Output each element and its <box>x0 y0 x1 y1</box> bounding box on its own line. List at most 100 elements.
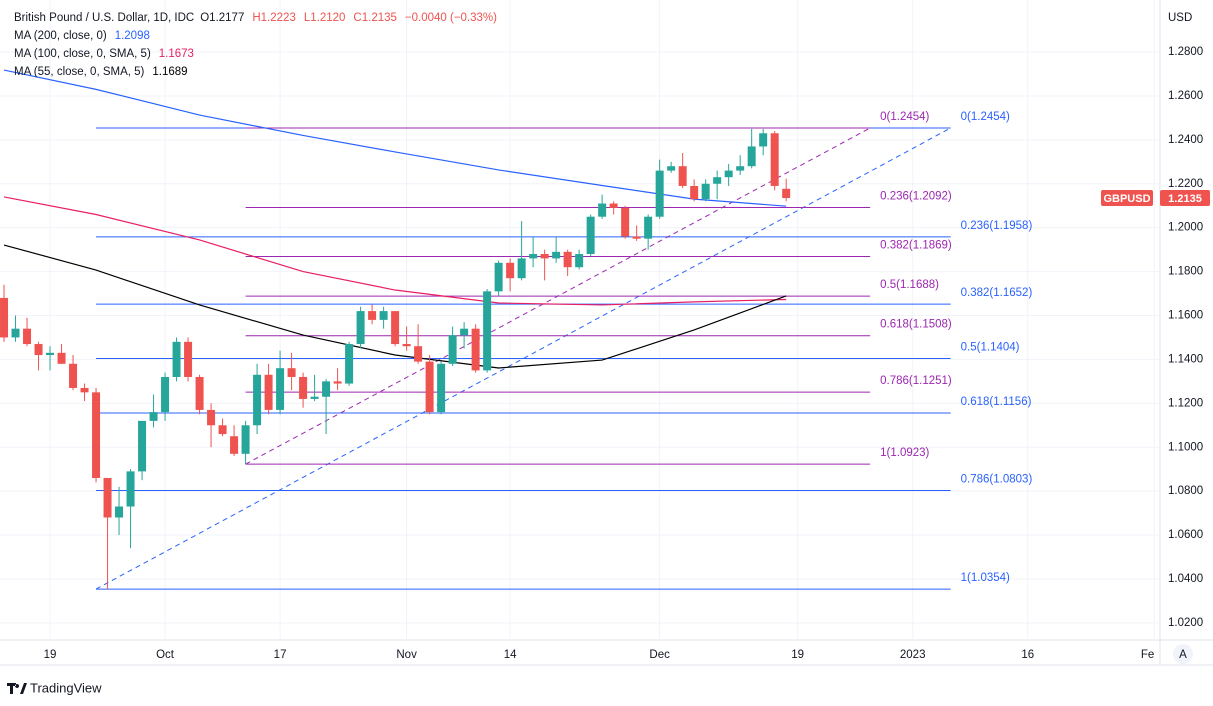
y-tick-label: 1.2200 <box>1168 178 1203 190</box>
header-value: O1.2177 <box>200 12 244 24</box>
candle-body <box>253 374 262 426</box>
candle-body <box>575 254 584 268</box>
header-value: H1.2223 <box>252 12 295 24</box>
candle-body <box>23 328 32 345</box>
candle-body <box>310 396 319 399</box>
fib-label: 0.382(1.1869) <box>880 239 952 251</box>
x-tick-label: 14 <box>504 649 517 661</box>
y-tick-label: 1.0600 <box>1168 529 1203 541</box>
candle-body <box>368 311 377 320</box>
candle-body <box>80 387 89 393</box>
brand-logo <box>7 683 27 694</box>
candle-body <box>425 361 434 413</box>
legend-name: MA (55, close, 0, SMA, 5) <box>14 66 145 78</box>
candle-body <box>517 258 526 279</box>
chart-title: British Pound / U.S. Dollar, 1D, IDC <box>14 12 194 24</box>
brand: TradingView <box>7 680 102 695</box>
fib-label: 0.236(1.1958) <box>961 220 1033 232</box>
last-price: 1.2135 <box>1168 193 1202 205</box>
header-value: L1.2120 <box>304 12 346 24</box>
legend-value: 1.2098 <box>115 30 150 42</box>
candle-body <box>230 436 239 454</box>
candle-body <box>632 236 641 239</box>
candle-body <box>195 376 204 410</box>
candle-body <box>678 166 687 186</box>
candle-body <box>172 341 181 377</box>
candle-body <box>667 166 676 171</box>
candle-body <box>322 381 331 397</box>
candle-body <box>506 262 515 279</box>
candle-body <box>770 133 779 186</box>
y-tick-label: 1.1000 <box>1168 441 1203 453</box>
fib-label: 0.382(1.1652) <box>961 287 1033 299</box>
candle-body <box>437 363 446 413</box>
x-tick-label: 2023 <box>900 649 926 661</box>
candle-body <box>57 352 66 364</box>
candle-body <box>736 166 745 171</box>
candle-body <box>598 203 607 217</box>
candle-body <box>483 291 492 371</box>
x-tick-label: 19 <box>44 649 57 661</box>
fib-label: 0.5(1.1688) <box>880 279 939 291</box>
candle-body <box>0 297 9 338</box>
fib-label: 0.618(1.1508) <box>880 319 952 331</box>
legend: British Pound / U.S. Dollar, 1D, IDC O1.… <box>14 12 497 78</box>
scale-button[interactable]: A <box>1173 644 1193 664</box>
y-tick-label: 1.1400 <box>1168 353 1203 365</box>
y-tick-label: 1.1800 <box>1168 266 1203 278</box>
y-tick-label: 1.0200 <box>1168 617 1203 629</box>
candle-body <box>759 133 768 147</box>
fib-label: 0(1.2454) <box>880 111 929 123</box>
candle-body <box>103 477 112 518</box>
y-tick-label: 1.1600 <box>1168 310 1203 322</box>
candle-body <box>299 376 308 399</box>
plot: 0(1.2454) 0.236(1.1958) 0.382(1.1652) 0.5(1… <box>0 69 1033 590</box>
legend-value: 1.1689 <box>152 66 187 78</box>
candle-body <box>402 344 411 347</box>
candle-body <box>414 346 423 362</box>
candle-body <box>218 425 227 435</box>
candle-body <box>747 146 756 167</box>
fib-label: 0.786(1.0803) <box>961 474 1033 486</box>
fib-label: 0.5(1.1404) <box>961 342 1020 354</box>
fib-label: 0.618(1.1156) <box>961 396 1032 408</box>
legend-name: MA (100, close, 0, SMA, 5) <box>14 48 151 60</box>
symbol-tag: GBPUSD <box>1103 193 1150 205</box>
x-tick-label: Nov <box>396 649 417 661</box>
candle-body <box>126 471 135 507</box>
candle-body <box>241 425 250 454</box>
axes: 1.0200 1.0400 1.0600 1.0800 1.1000 1.1200 1.14… <box>44 46 1204 661</box>
ma-line <box>3 244 787 369</box>
scale-button-bg[interactable] <box>1173 644 1193 664</box>
candle-body <box>494 262 503 292</box>
candle-body <box>586 216 595 255</box>
candle-body <box>46 352 55 356</box>
y-tick-label: 1.0800 <box>1168 485 1203 497</box>
candle-body <box>379 311 388 320</box>
candle-body <box>460 328 469 336</box>
fib-label: 0(1.2454) <box>961 111 1010 123</box>
y-tick-label: 1.2800 <box>1168 46 1203 58</box>
candle-body <box>782 188 791 199</box>
y-unit: USD <box>1168 12 1192 24</box>
candle-body <box>69 363 78 388</box>
candle-body <box>34 344 43 356</box>
scale-button-label[interactable]: A <box>1179 649 1187 661</box>
x-tick-label: Oct <box>156 649 175 661</box>
candle-body <box>529 254 538 259</box>
candle-body <box>115 506 124 518</box>
candle-body <box>287 368 296 377</box>
candle-body <box>345 344 354 384</box>
candle-body <box>207 409 216 426</box>
candle-body <box>11 328 20 338</box>
candle-body <box>276 368 285 410</box>
x-tick-label: 16 <box>1021 649 1034 661</box>
last-price-bg <box>1160 190 1210 207</box>
header-value: −0.0040 (−0.33%) <box>405 12 497 24</box>
candle-body <box>552 251 561 259</box>
candle-body <box>161 376 170 413</box>
grid <box>0 0 1160 640</box>
legend-value: 1.1673 <box>159 48 194 60</box>
x-tick-label: Dec <box>649 649 670 661</box>
